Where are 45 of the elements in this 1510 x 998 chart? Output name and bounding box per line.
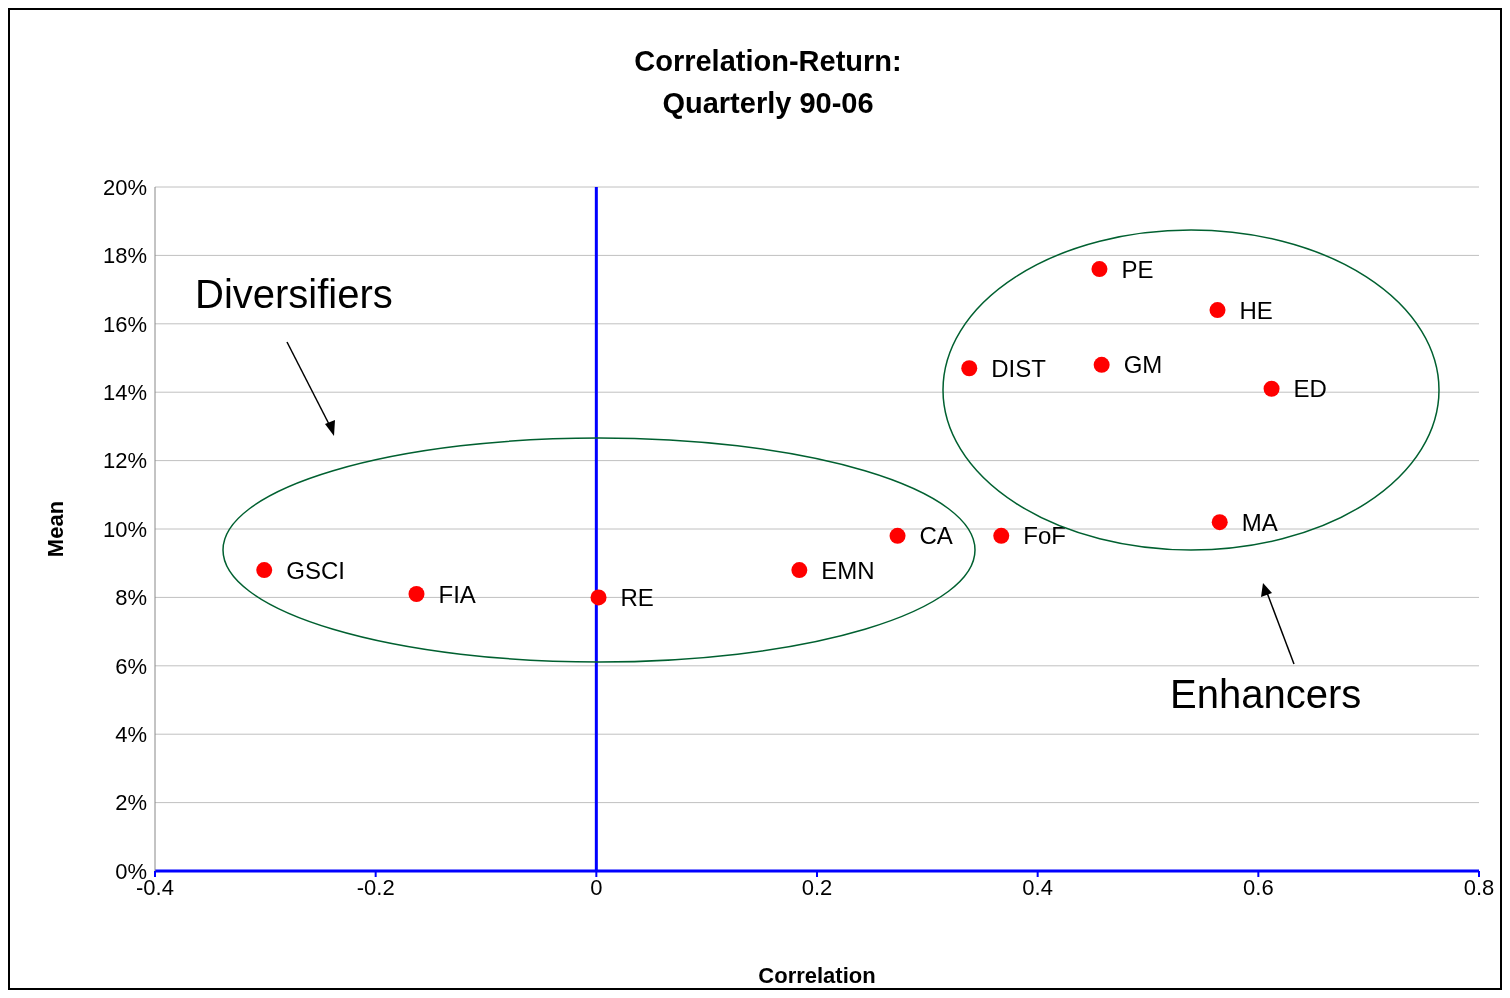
point: [1209, 302, 1226, 319]
annotation: MA: [1241, 508, 1278, 536]
y-tick-label: 4%: [115, 722, 147, 748]
point: [1093, 356, 1110, 373]
y-tick-label: 8%: [115, 585, 147, 611]
point: [1091, 261, 1108, 278]
y-tick-label: 20%: [102, 174, 147, 200]
y-tick-label: 2%: [115, 790, 147, 816]
x-tick-label: 0.6: [1243, 874, 1274, 900]
y-tick-label: 14%: [102, 380, 147, 406]
point: [256, 562, 273, 579]
x-tick-label: 0.2: [801, 874, 833, 900]
x-tick-label: -0.2: [356, 874, 395, 900]
chart-title: Correlation-Return: Quarterly 90-06: [633, 44, 903, 121]
x-tick-label: 0: [590, 874, 603, 900]
x-tick-label: 0.8: [1463, 874, 1495, 900]
annotation: HE: [1239, 296, 1273, 324]
point: [993, 527, 1010, 544]
annotation: PE: [1121, 255, 1154, 283]
y-tick-label: 12%: [102, 448, 147, 474]
point: [961, 360, 978, 377]
annotation: FIA: [438, 580, 476, 608]
x-tick-label: 0.4: [1022, 874, 1053, 900]
point: [1211, 514, 1228, 531]
y-tick-label: 16%: [102, 311, 147, 337]
annotation: GSCI: [286, 556, 345, 584]
point: [889, 527, 906, 544]
y-tick-label: 18%: [102, 243, 147, 269]
x-axis-title: Correlation: [758, 963, 876, 988]
y-axis-title: Mean: [42, 500, 68, 558]
annotation: Enhancers: [1170, 672, 1362, 717]
y-tick-label: 10%: [102, 516, 147, 542]
annotation: GM: [1123, 351, 1163, 379]
annotation: FoF: [1023, 522, 1066, 550]
annotation: Diversifiers: [195, 272, 393, 317]
y-tick-label: 6%: [115, 653, 147, 679]
annotation: DIST: [991, 354, 1047, 382]
point: [1263, 380, 1280, 397]
annotation: RE: [620, 583, 654, 611]
point: [590, 589, 607, 606]
annotation: ED: [1293, 375, 1327, 403]
point: [408, 585, 425, 602]
point: [791, 562, 808, 579]
annotation: CA: [919, 522, 953, 550]
annotation: EMN: [821, 556, 875, 584]
